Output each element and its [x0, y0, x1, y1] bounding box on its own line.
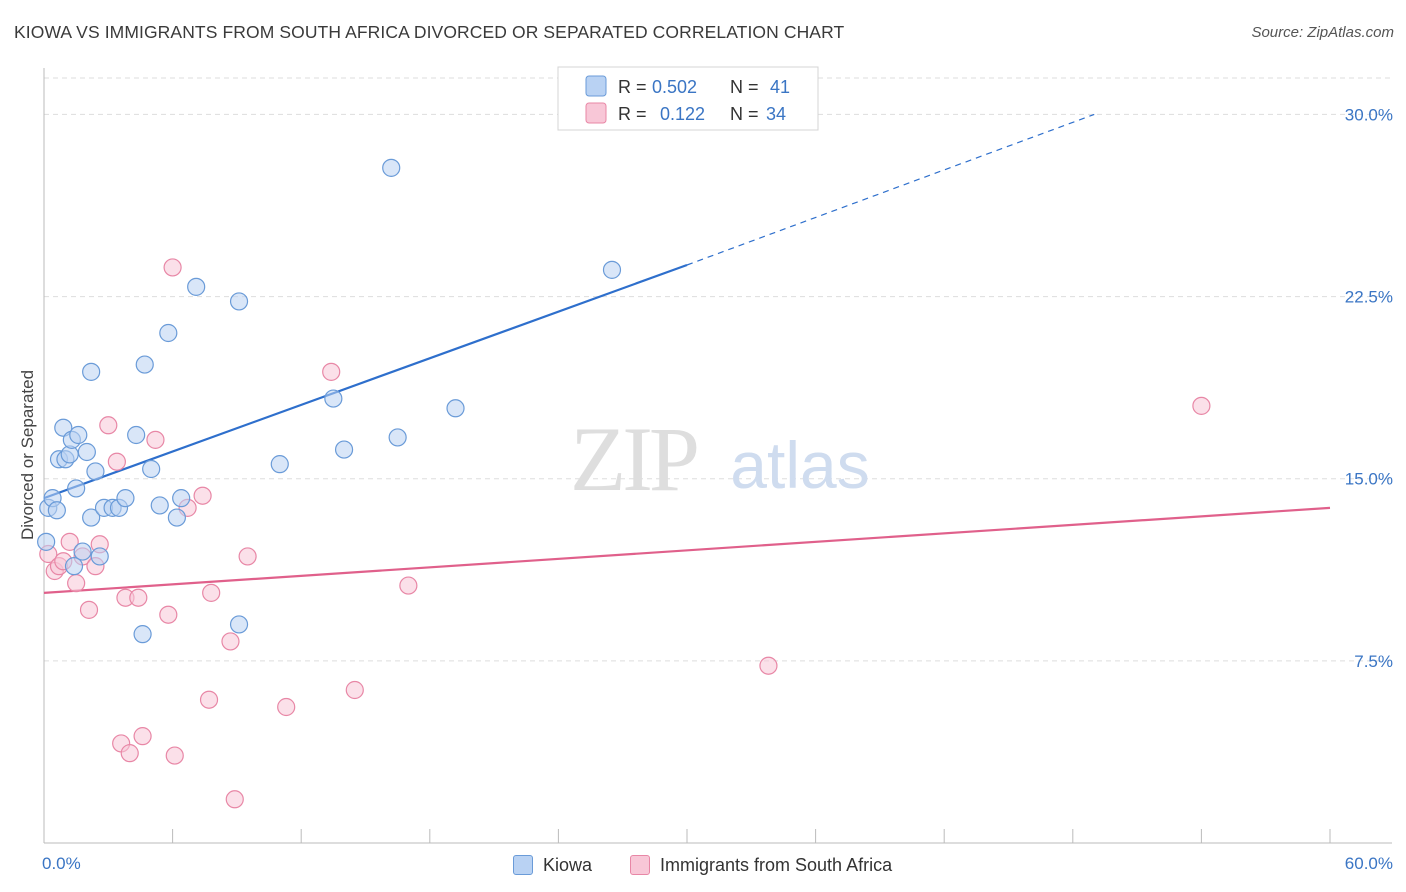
data-point-kiowa — [388, 428, 407, 447]
legend-r-value-sa: 0.122 — [660, 104, 705, 124]
data-point-sa — [133, 727, 152, 746]
y-tick-label: 30.0% — [1345, 105, 1393, 124]
data-point-sa — [225, 790, 244, 809]
legend-n-value-sa: 34 — [766, 104, 786, 124]
legend-r-value-kiowa: 0.502 — [652, 77, 697, 97]
y-tick-label: 15.0% — [1345, 470, 1393, 489]
data-point-kiowa — [270, 455, 289, 474]
y-axis-label: Divorced or Separated — [18, 370, 37, 540]
data-point-kiowa — [446, 399, 465, 418]
grid-layer — [44, 77, 1392, 662]
y-tick-labels: 7.5% 15.0% 22.5% 30.0% — [1345, 105, 1393, 670]
chart-title: KIOWA VS IMMIGRANTS FROM SOUTH AFRICA DI… — [14, 22, 845, 42]
trend-line-sa — [43, 506, 1331, 594]
data-point-kiowa — [90, 547, 109, 566]
data-point-sa — [221, 632, 240, 651]
data-point-sa — [165, 746, 184, 765]
source-label: Source: ZipAtlas.com — [1251, 24, 1394, 41]
axis-layer — [43, 68, 1392, 844]
data-point-kiowa — [135, 355, 154, 374]
data-point-kiowa — [73, 542, 92, 561]
data-point-sa — [129, 588, 148, 607]
legend-r-label-sa: R = — [618, 104, 647, 124]
data-point-sa — [163, 258, 182, 277]
data-point-sa — [277, 697, 296, 717]
data-point-sa — [193, 486, 212, 505]
data-point-sa — [99, 416, 118, 435]
data-point-sa — [238, 547, 257, 566]
data-point-sa — [146, 430, 165, 449]
x-tick-label: 0.0% — [42, 854, 81, 873]
data-point-kiowa — [82, 508, 101, 527]
data-point-kiowa — [382, 158, 401, 177]
data-point-kiowa — [150, 496, 169, 515]
data-point-sa — [322, 362, 341, 381]
data-point-kiowa — [229, 615, 249, 634]
data-point-kiowa — [37, 532, 56, 551]
data-point-kiowa — [67, 479, 86, 498]
legend-r-label-kiowa: R = — [618, 77, 647, 97]
x-tick-labels: 0.0% 60.0% — [42, 854, 1393, 873]
data-point-kiowa — [69, 425, 88, 445]
data-point-kiowa — [187, 277, 206, 296]
data-point-kiowa — [64, 557, 84, 576]
data-point-kiowa — [229, 292, 249, 311]
data-point-sa — [67, 574, 86, 593]
legend-label-sa: Immigrants from South Africa — [660, 854, 893, 875]
y-tick-label: 7.5% — [1354, 652, 1393, 671]
legend-item-kiowa: Kiowa — [513, 853, 592, 877]
data-point-sa — [120, 744, 139, 763]
series-legend: Kiowa Immigrants from South Africa — [0, 850, 1406, 880]
data-point-sa — [107, 452, 126, 471]
legend-n-value-kiowa: 41 — [770, 77, 790, 97]
data-point-sa — [199, 690, 219, 709]
data-point-kiowa — [47, 501, 66, 520]
legend-n-label-kiowa: N = — [730, 77, 759, 97]
trend-layer — [43, 113, 1331, 594]
data-point-sa — [1192, 396, 1211, 415]
legend-swatch-kiowa-bottom — [513, 855, 533, 875]
data-point-sa — [759, 656, 778, 675]
legend-swatch-sa-bottom — [630, 855, 650, 875]
data-point-kiowa — [324, 389, 343, 408]
data-point-sa — [399, 576, 418, 595]
watermark: ZIP atlas — [570, 408, 870, 510]
data-point-kiowa — [167, 508, 186, 527]
legend-swatch-sa — [585, 102, 607, 124]
trend-line-kiowa-extension — [686, 113, 1095, 266]
data-point-sa — [60, 532, 79, 551]
data-point-sa — [202, 583, 221, 602]
data-point-sa — [345, 680, 364, 700]
data-point-kiowa — [159, 323, 178, 343]
x-tick-label: 60.0% — [1345, 854, 1393, 873]
legend-swatch-kiowa — [585, 75, 607, 97]
data-point-sa — [79, 600, 99, 619]
y-tick-label: 22.5% — [1345, 288, 1393, 307]
points-layer — [37, 158, 1211, 809]
stats-legend: R = 0.502 N = 41 R = 0.122 N = 34 — [557, 66, 819, 131]
data-point-kiowa — [602, 260, 622, 279]
data-point-kiowa — [127, 425, 146, 445]
data-point-kiowa — [82, 362, 101, 381]
data-point-kiowa — [334, 440, 354, 459]
data-point-kiowa — [133, 625, 152, 644]
data-point-sa — [159, 605, 178, 624]
data-point-kiowa — [77, 442, 96, 462]
data-point-kiowa — [142, 459, 161, 479]
data-point-kiowa — [116, 489, 135, 508]
legend-label-kiowa: Kiowa — [543, 854, 593, 875]
watermark-atlas: atlas — [730, 428, 869, 502]
data-point-kiowa — [86, 462, 105, 481]
legend-item-sa: Immigrants from South Africa — [630, 853, 892, 877]
watermark-zip: ZIP — [570, 408, 697, 510]
trend-line-kiowa — [43, 263, 688, 500]
legend-n-label-sa: N = — [730, 104, 759, 124]
data-point-kiowa — [172, 489, 191, 508]
